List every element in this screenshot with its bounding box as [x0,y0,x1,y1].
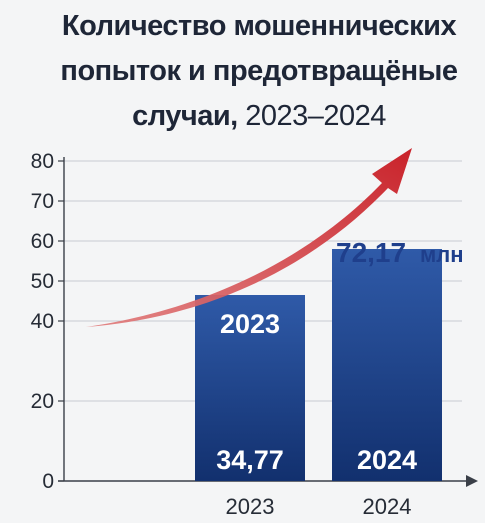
bar-label-bottom: 2024 [357,445,417,475]
chart-title: Количество мошеннических попыток и предо… [44,4,474,139]
x-axis-ticks: 2023 2024 [226,494,412,519]
chart-title-main: Количество мошеннических попыток и предо… [60,10,458,132]
annotation-value: 72,17 [336,237,406,268]
bars: 2023 34,77 2024 [195,249,442,481]
bar-label-bottom: 34,77 [216,445,284,475]
x-tick-label: 2023 [226,494,275,519]
y-tick-label: 40 [31,310,54,333]
x-tick-label: 2024 [363,494,412,519]
y-tick-label: 60 [31,230,54,253]
bar-2023 [195,295,305,481]
y-tick-label: 80 [31,150,54,173]
x-axis-arrowhead [466,475,478,487]
y-tick-label: 70 [31,190,54,213]
annotation-unit: млн [420,242,464,267]
value-annotation: 72,17 млн [336,237,464,268]
bar-2024 [332,249,442,481]
y-tick-label: 20 [31,390,54,413]
bar-label-top: 2023 [220,309,280,339]
y-tick-label: 0 [42,470,54,493]
chart-title-years: 2023–2024 [245,100,386,132]
y-tick-label: 50 [31,270,54,293]
y-axis-ticks: 0 20 40 50 60 70 80 [31,150,64,493]
